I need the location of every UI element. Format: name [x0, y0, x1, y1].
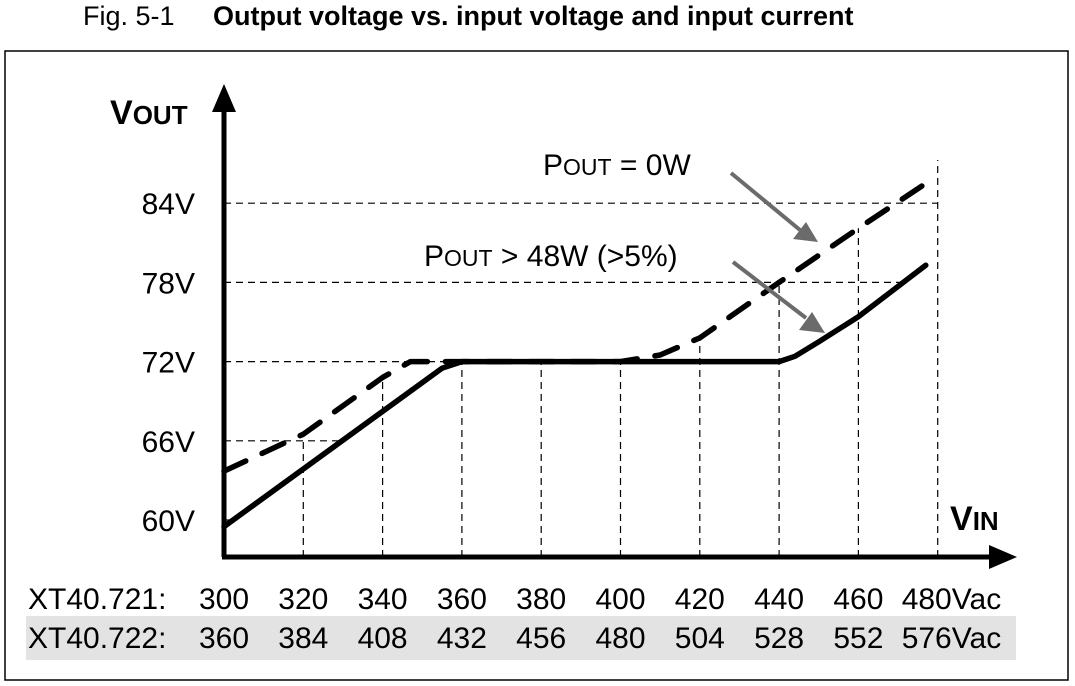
x-tick-label: 384 — [278, 622, 328, 655]
y-tick-label: 72V — [142, 347, 195, 380]
figure-title: Output voltage vs. input voltage and inp… — [213, 1, 854, 31]
figure-number: Fig. 5-1 — [83, 1, 175, 31]
series-line-pout-48w — [221, 262, 929, 530]
x-tick-label: 460 — [833, 583, 883, 616]
x-tick-label: 360 — [199, 622, 249, 655]
y-tick-label: 84V — [142, 188, 195, 221]
x-tick-label: 432 — [437, 622, 487, 655]
y-axis-label: VOUT — [110, 94, 188, 132]
grid — [224, 160, 939, 557]
annotations: POUT = 0W POUT > 48W (>5%) — [424, 149, 825, 333]
x-tick-label: 400 — [595, 583, 645, 616]
x-tick-label: 480Vac — [902, 583, 1002, 616]
row-highlight — [26, 616, 1016, 660]
x-row-label: XT40.722: — [28, 622, 166, 655]
x-tick-label: 480 — [595, 622, 645, 655]
annotation-arrow-0w — [729, 171, 802, 232]
x-tick-label: 420 — [675, 583, 725, 616]
x-tick-label: 440 — [754, 583, 804, 616]
x-tick-rows: XT40.721: 300 320 340 360 380 400 420 440 460 480V… — [28, 583, 1001, 655]
curves — [221, 183, 929, 530]
y-axis-arrow — [212, 84, 236, 112]
chart-frame — [4, 50, 1069, 681]
annotation-arrow-48w — [731, 260, 808, 320]
x-tick-label: 528 — [754, 622, 804, 655]
y-tick-label: 66V — [142, 426, 195, 459]
legend-label-pout-0w: POUT = 0W — [543, 149, 691, 182]
x-tick-label: 456 — [516, 622, 566, 655]
x-tick-label: 340 — [358, 583, 408, 616]
legend-label-pout-48w: POUT > 48W (>5%) — [424, 240, 678, 273]
x-axis-arrow — [989, 545, 1017, 569]
x-row-label: XT40.721: — [28, 583, 166, 616]
y-tick-label: 60V — [142, 505, 195, 538]
annotation-arrowhead-48w — [799, 312, 825, 333]
y-tick-label: 78V — [142, 267, 195, 300]
x-tick-label: 320 — [278, 583, 328, 616]
x-axis-label: VIN — [950, 500, 999, 538]
y-tick-labels: 60V 66V 72V 78V 84V — [142, 188, 195, 538]
x-tick-label: 504 — [675, 622, 725, 655]
x-tick-label: 380 — [516, 583, 566, 616]
x-tick-label: 300 — [199, 583, 249, 616]
x-tick-label: 360 — [437, 583, 487, 616]
annotation-arrowhead-0w — [793, 222, 818, 242]
series-line-pout-0w — [221, 183, 925, 474]
x-tick-label: 408 — [358, 622, 408, 655]
axes — [212, 84, 1017, 569]
x-tick-label: 576Vac — [902, 622, 1002, 655]
x-tick-label: 552 — [833, 622, 883, 655]
